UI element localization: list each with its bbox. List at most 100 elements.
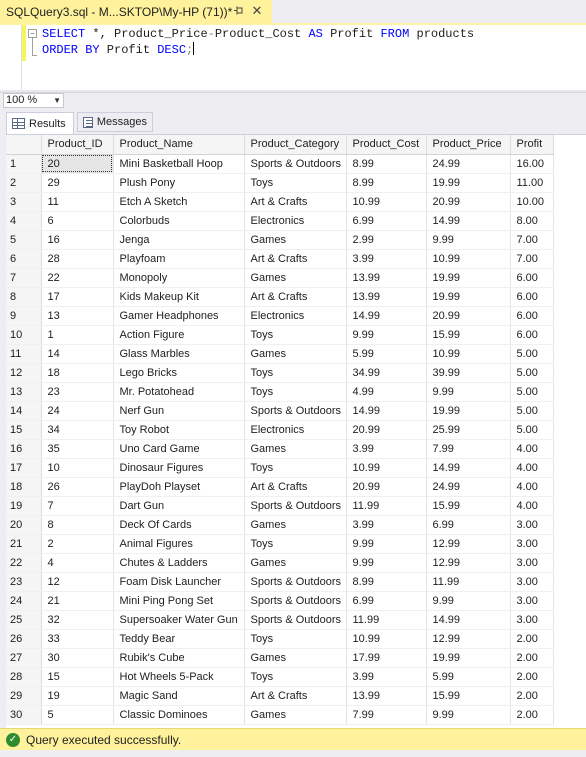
table-cell[interactable]: 6.99 <box>346 211 427 231</box>
table-cell[interactable]: 12 <box>41 572 114 592</box>
row-number[interactable]: 1 <box>6 154 42 174</box>
table-cell[interactable]: 3.00 <box>510 610 554 630</box>
table-row[interactable]: 14 24 Nerf Gun Sports & Outdoors 14.99 19.99 5… <box>6 401 554 421</box>
table-cell[interactable]: 8.99 <box>346 173 427 193</box>
table-cell[interactable]: 5 <box>41 705 114 725</box>
table-cell[interactable]: Mini Ping Pong Set <box>113 591 245 611</box>
table-cell[interactable]: Lego Bricks <box>113 363 245 383</box>
row-number[interactable]: 29 <box>6 686 42 706</box>
table-cell[interactable]: 14.99 <box>426 458 511 478</box>
table-cell[interactable]: 9.99 <box>426 382 511 402</box>
table-cell[interactable]: 39.99 <box>426 363 511 383</box>
table-cell[interactable]: 6.00 <box>510 325 554 345</box>
table-cell[interactable]: 4 <box>41 553 114 573</box>
table-cell[interactable]: Glass Marbles <box>113 344 245 364</box>
table-cell[interactable]: Magic Sand <box>113 686 245 706</box>
table-cell[interactable]: Games <box>244 515 347 535</box>
table-cell[interactable]: 25.99 <box>426 420 511 440</box>
tab-sqlquery3[interactable]: SQLQuery3.sql - M...SKTOP\My-HP (71))* ✕ <box>0 0 272 23</box>
table-row[interactable]: 21 2 Animal Figures Toys 9.99 12.99 3.00 <box>6 534 554 554</box>
table-cell[interactable]: Foam Disk Launcher <box>113 572 245 592</box>
table-row[interactable]: 18 26 PlayDoh Playset Art & Crafts 20.99 24.9… <box>6 477 554 497</box>
table-row[interactable]: 7 22 Monopoly Games 13.99 19.99 6.00 <box>6 268 554 288</box>
table-row[interactable]: 19 7 Dart Gun Sports & Outdoors 11.99 15.99 4.… <box>6 496 554 516</box>
table-cell[interactable]: Hot Wheels 5-Pack <box>113 667 245 687</box>
table-cell[interactable]: 9.99 <box>346 325 427 345</box>
table-cell[interactable]: Chutes & Ladders <box>113 553 245 573</box>
table-cell[interactable]: 3.00 <box>510 515 554 535</box>
table-cell[interactable]: Art & Crafts <box>244 686 347 706</box>
table-cell[interactable]: 7.99 <box>346 705 427 725</box>
table-cell[interactable]: Jenga <box>113 230 245 250</box>
row-number[interactable]: 14 <box>6 401 42 421</box>
row-number[interactable]: 18 <box>6 477 42 497</box>
table-cell[interactable]: 20.99 <box>346 420 427 440</box>
column-header[interactable]: Product_Price <box>426 135 511 155</box>
row-number[interactable]: 28 <box>6 667 42 687</box>
table-cell[interactable]: 6.99 <box>346 591 427 611</box>
row-number[interactable]: 27 <box>6 648 42 668</box>
table-row[interactable]: 29 19 Magic Sand Art & Crafts 13.99 15.99 2.00 <box>6 686 554 706</box>
table-cell[interactable]: 7.99 <box>426 439 511 459</box>
table-cell[interactable]: 30 <box>41 648 114 668</box>
row-number[interactable]: 24 <box>6 591 42 611</box>
table-cell[interactable]: 16 <box>41 230 114 250</box>
table-cell[interactable]: Games <box>244 230 347 250</box>
column-header[interactable]: Product_Category <box>244 135 347 155</box>
table-cell[interactable]: Games <box>244 648 347 668</box>
table-cell[interactable]: Art & Crafts <box>244 249 347 269</box>
table-row[interactable]: 30 5 Classic Dominoes Games 7.99 9.99 2.00 <box>6 705 554 725</box>
row-number[interactable]: 4 <box>6 211 42 231</box>
table-row[interactable]: 15 34 Toy Robot Electronics 20.99 25.99 5.00 <box>6 420 554 440</box>
table-cell[interactable]: 19.99 <box>426 173 511 193</box>
table-cell[interactable]: Games <box>244 553 347 573</box>
table-cell[interactable]: 5.00 <box>510 363 554 383</box>
table-cell[interactable]: 14 <box>41 344 114 364</box>
table-row[interactable]: 16 35 Uno Card Game Games 3.99 7.99 4.00 <box>6 439 554 459</box>
table-cell[interactable]: 7.00 <box>510 249 554 269</box>
table-cell[interactable]: 14.99 <box>346 401 427 421</box>
table-cell[interactable]: 4.00 <box>510 496 554 516</box>
table-cell[interactable]: Toys <box>244 629 347 649</box>
table-cell[interactable]: 14.99 <box>346 306 427 326</box>
table-cell[interactable]: Toys <box>244 667 347 687</box>
table-cell[interactable]: 11.99 <box>346 496 427 516</box>
row-number[interactable]: 22 <box>6 553 42 573</box>
table-cell[interactable]: 15.99 <box>426 325 511 345</box>
table-cell[interactable]: 4.00 <box>510 458 554 478</box>
table-cell[interactable]: Nerf Gun <box>113 401 245 421</box>
table-cell[interactable]: Toys <box>244 363 347 383</box>
table-cell[interactable]: 13.99 <box>346 287 427 307</box>
table-cell[interactable]: 21 <box>41 591 114 611</box>
table-cell[interactable]: 10 <box>41 458 114 478</box>
table-cell[interactable]: 20 <box>41 154 114 174</box>
row-number[interactable]: 15 <box>6 420 42 440</box>
table-cell[interactable]: 34.99 <box>346 363 427 383</box>
row-number[interactable]: 8 <box>6 287 42 307</box>
table-cell[interactable]: Sports & Outdoors <box>244 401 347 421</box>
table-cell[interactable]: 9.99 <box>346 553 427 573</box>
row-number[interactable]: 16 <box>6 439 42 459</box>
table-cell[interactable]: 7.00 <box>510 230 554 250</box>
pin-icon[interactable] <box>232 5 244 17</box>
table-cell[interactable]: 4.99 <box>346 382 427 402</box>
table-cell[interactable]: 1 <box>41 325 114 345</box>
table-cell[interactable]: 6.00 <box>510 268 554 288</box>
table-cell[interactable]: 20.99 <box>426 192 511 212</box>
table-cell[interactable]: Electronics <box>244 420 347 440</box>
table-cell[interactable]: Toys <box>244 382 347 402</box>
table-cell[interactable]: 2.99 <box>346 230 427 250</box>
table-cell[interactable]: Toy Robot <box>113 420 245 440</box>
row-number[interactable]: 7 <box>6 268 42 288</box>
table-row[interactable]: 27 30 Rubik's Cube Games 17.99 19.99 2.00 <box>6 648 554 668</box>
table-cell[interactable]: Art & Crafts <box>244 477 347 497</box>
table-cell[interactable]: 6.99 <box>426 515 511 535</box>
table-cell[interactable]: Toys <box>244 534 347 554</box>
editor-horizontal-scrollbar[interactable] <box>0 90 586 92</box>
table-cell[interactable]: 2.00 <box>510 629 554 649</box>
table-cell[interactable]: Games <box>244 268 347 288</box>
table-cell[interactable]: Deck Of Cards <box>113 515 245 535</box>
table-cell[interactable]: 3.99 <box>346 515 427 535</box>
table-cell[interactable]: 34 <box>41 420 114 440</box>
table-row[interactable]: 8 17 Kids Makeup Kit Art & Crafts 13.99 19.99… <box>6 287 554 307</box>
